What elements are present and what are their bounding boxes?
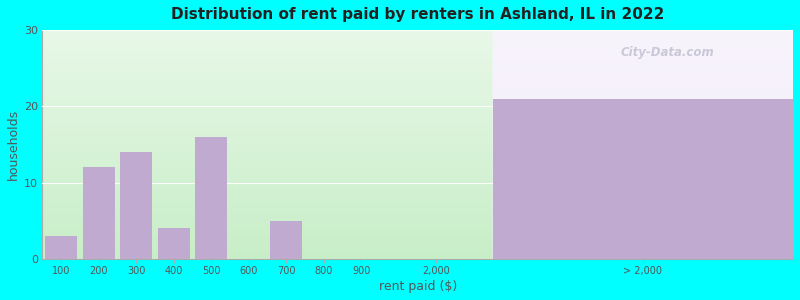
Bar <box>82 167 114 259</box>
Bar <box>158 228 190 259</box>
X-axis label: rent paid ($): rent paid ($) <box>378 280 457 293</box>
Bar <box>195 137 227 259</box>
Bar <box>120 152 152 259</box>
Text: City-Data.com: City-Data.com <box>621 46 714 59</box>
Bar <box>270 221 302 259</box>
Y-axis label: households: households <box>7 109 20 180</box>
Bar <box>46 236 77 259</box>
Bar <box>493 99 793 259</box>
Title: Distribution of rent paid by renters in Ashland, IL in 2022: Distribution of rent paid by renters in … <box>171 7 665 22</box>
